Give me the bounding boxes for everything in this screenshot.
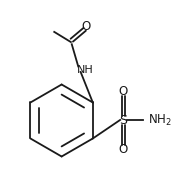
Text: O: O: [119, 85, 128, 98]
Text: O: O: [81, 20, 90, 33]
Text: S: S: [119, 114, 127, 127]
Text: O: O: [119, 143, 128, 156]
Text: NH: NH: [77, 65, 94, 75]
Text: NH$_2$: NH$_2$: [148, 113, 172, 128]
